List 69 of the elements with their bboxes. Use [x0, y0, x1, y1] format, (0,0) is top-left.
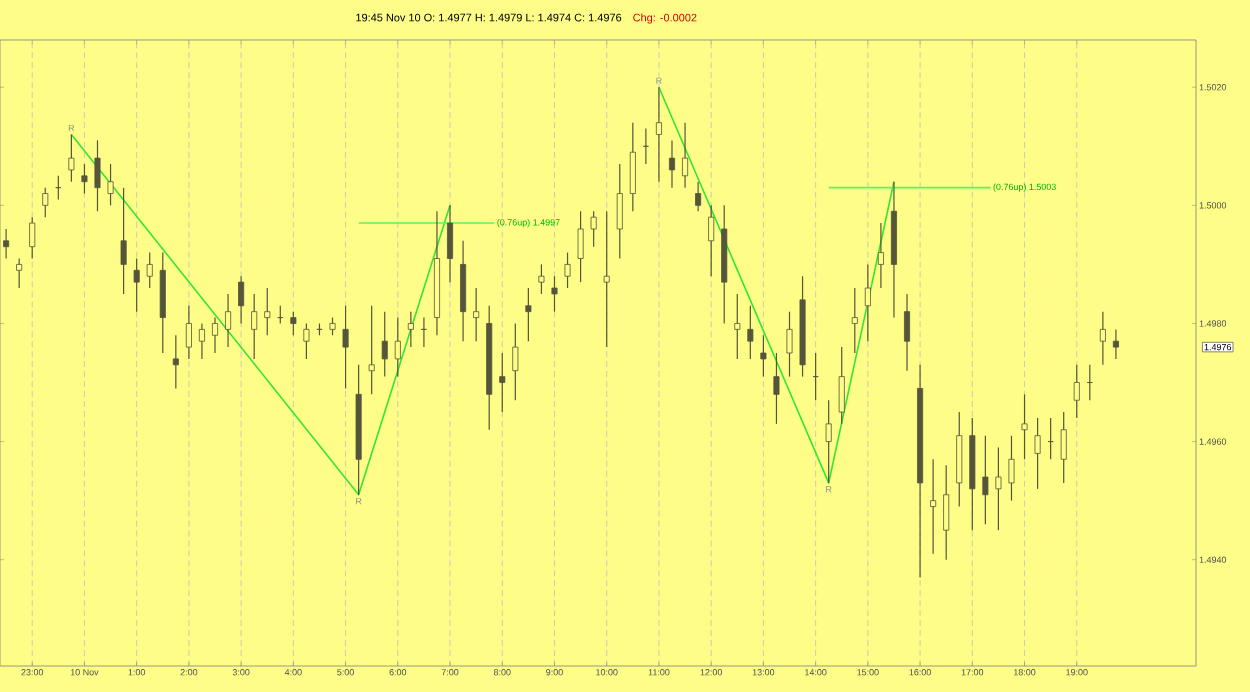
candlestick: [225, 293, 232, 348]
candlestick: [877, 222, 884, 289]
candlestick: [551, 275, 558, 313]
candlestick: [499, 352, 506, 413]
candlestick: [616, 163, 623, 260]
candlestick: [120, 187, 127, 295]
candlestick: [1021, 393, 1028, 460]
candlestick: [838, 346, 845, 425]
candlestick: [146, 252, 153, 289]
candlestick: [394, 316, 401, 378]
candlestick: [133, 257, 140, 313]
candlestick: [68, 133, 75, 183]
candlestick: [16, 257, 23, 289]
candlestick: [1073, 364, 1080, 419]
candlestick: [264, 287, 271, 336]
candlestick: [1060, 411, 1067, 484]
candlestick: [930, 458, 937, 555]
candlestick: [94, 139, 101, 212]
candlestick: [407, 311, 414, 348]
candlestick: [525, 287, 532, 342]
candlestick: [760, 334, 767, 378]
candlestick: [538, 263, 545, 295]
candlestick: [473, 287, 480, 342]
candlestick: [564, 252, 571, 289]
candlestick: [1034, 417, 1041, 490]
candlestick: [590, 210, 597, 248]
candlestick: [107, 163, 114, 206]
candlestick: [1112, 328, 1119, 360]
candlestick: [81, 163, 88, 195]
candlestick: [577, 210, 584, 283]
candlestick: [747, 305, 754, 360]
candlestick: [172, 334, 179, 390]
candlestick: [668, 139, 676, 189]
candlestick: [851, 287, 858, 354]
candlestick: [447, 204, 454, 283]
candlestick: [368, 305, 375, 395]
candlestick: [786, 311, 793, 378]
candlestick: [342, 305, 349, 390]
candlestick: [211, 316, 219, 354]
candlestick: [1008, 435, 1015, 502]
candlestick: [185, 305, 192, 360]
candlestick: [1099, 311, 1106, 366]
candlestick: [995, 446, 1002, 531]
candlestick: [238, 275, 245, 325]
candlestick: [825, 399, 832, 484]
candlestick: [603, 210, 610, 348]
candlestick: [460, 240, 467, 342]
candlestick: [734, 293, 741, 360]
candlestick: [956, 411, 963, 508]
candlestick: [29, 216, 36, 260]
candlestick: [682, 122, 689, 189]
candlestick: [251, 293, 258, 360]
candlestick: [42, 187, 49, 218]
candlestick: [773, 352, 780, 425]
candlestick: [708, 204, 715, 277]
candlestick: [695, 181, 702, 212]
candlestick: [629, 122, 636, 212]
candlestick: [655, 86, 662, 183]
candlestick: [290, 311, 297, 336]
candlestick: [864, 263, 871, 342]
candlestick: [904, 293, 911, 372]
candlestick: [943, 464, 950, 561]
candlestick: [303, 322, 310, 360]
candlestick: [3, 228, 10, 260]
candlestick: [198, 322, 205, 360]
candlestick: [982, 435, 989, 525]
candlestick: [512, 322, 519, 401]
candlestick: [381, 311, 388, 378]
candlestick: [159, 252, 166, 354]
